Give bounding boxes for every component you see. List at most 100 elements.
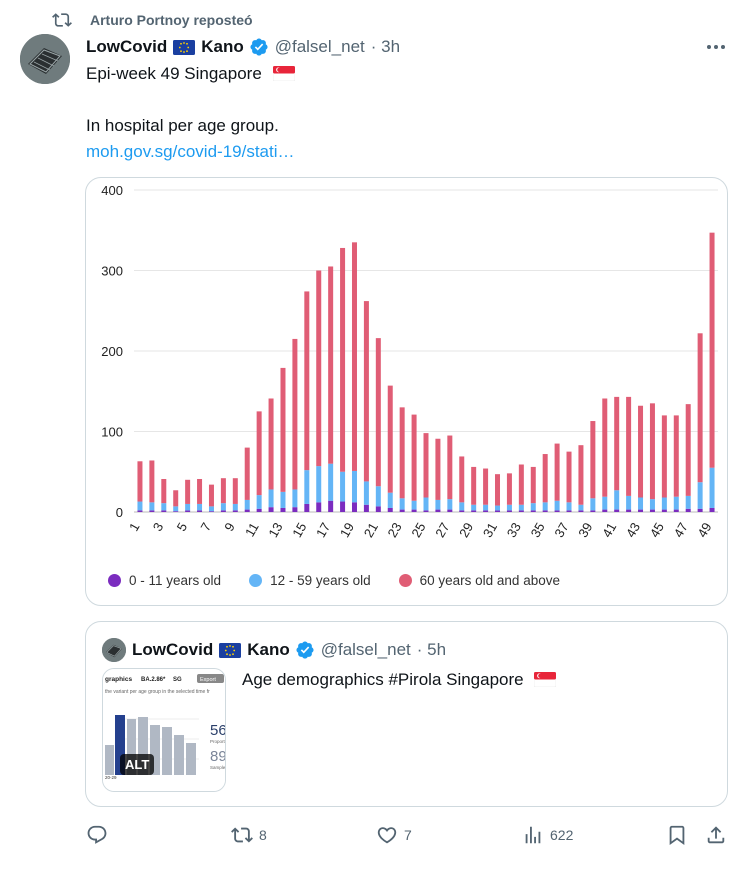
bar-segment xyxy=(185,503,191,511)
quote-author-name-2[interactable]: Kano xyxy=(247,640,290,659)
bar-segment xyxy=(542,502,548,511)
bar-segment xyxy=(685,508,691,512)
bar-segment xyxy=(602,496,608,510)
post-time[interactable]: · 3h xyxy=(370,37,401,56)
bar-segment xyxy=(351,502,357,512)
post-text-line2: In hospital per age group. xyxy=(86,116,279,135)
views-button[interactable]: 622 xyxy=(522,824,573,846)
bar-segment xyxy=(566,451,572,503)
bar-segment xyxy=(137,501,143,511)
bar-segment xyxy=(626,396,632,496)
bar-segment xyxy=(375,506,381,512)
quote-text-content: Age demographics #Pirola Singapore xyxy=(242,670,524,689)
more-options-icon[interactable] xyxy=(704,36,728,58)
bar-segment xyxy=(554,510,560,512)
x-tick-label: 19 xyxy=(337,520,357,540)
quote-eu-flag-icon xyxy=(219,642,242,658)
avatar[interactable] xyxy=(20,34,70,84)
bar-segment xyxy=(185,510,191,512)
like-button[interactable]: 7 xyxy=(376,824,412,846)
post-header: LowCovid Kano @falsel_net · 3h xyxy=(86,36,400,58)
x-tick-label: 17 xyxy=(313,520,333,540)
legend-label: 12 - 59 years old xyxy=(270,572,371,588)
bookmark-button[interactable] xyxy=(666,824,688,846)
bar-segment xyxy=(375,486,381,507)
reply-icon xyxy=(87,825,107,844)
bar-segment xyxy=(506,473,512,505)
bar-segment xyxy=(614,396,620,491)
quote-author-handle[interactable]: @falsel_net xyxy=(320,640,411,659)
quoted-post[interactable]: LowCovid Kano @falsel_net · 5h graphics … xyxy=(85,621,728,807)
bar-segment xyxy=(638,497,644,510)
post-link[interactable]: moh.gov.sg/covid-19/stati… xyxy=(86,142,295,161)
y-tick-label: 300 xyxy=(101,264,123,279)
alt-badge[interactable]: ALT xyxy=(120,754,155,775)
bar-segment xyxy=(483,504,489,511)
y-tick-label: 100 xyxy=(101,425,123,440)
x-tick-label: 41 xyxy=(599,520,619,540)
legend-item[interactable]: 12 - 59 years old xyxy=(249,573,371,588)
bar-segment xyxy=(506,504,512,511)
bar-segment xyxy=(673,415,679,497)
legend-item[interactable]: 0 - 11 years old xyxy=(108,573,221,588)
bar-segment xyxy=(697,333,703,483)
x-tick-label: 35 xyxy=(528,520,548,540)
views-count: 622 xyxy=(550,827,574,843)
bar-segment xyxy=(208,506,214,512)
quote-image-thumbnail[interactable]: graphics BA.2.86* SG Export the variant … xyxy=(102,668,226,792)
quote-header: LowCovid Kano @falsel_net · 5h xyxy=(132,639,446,661)
bar-segment xyxy=(316,466,322,503)
repost-button[interactable]: 8 xyxy=(231,824,267,846)
bar-segment xyxy=(208,511,214,512)
bar-segment xyxy=(495,510,501,512)
bar-segment xyxy=(244,447,250,500)
bar-segment xyxy=(423,497,429,511)
bar-segment xyxy=(399,509,405,512)
author-handle[interactable]: @falsel_net xyxy=(274,37,365,56)
bar-segment xyxy=(232,510,238,512)
bar-segment xyxy=(220,510,226,512)
bar-segment xyxy=(495,474,501,506)
bar-segment xyxy=(149,510,155,512)
quote-author-name[interactable]: LowCovid xyxy=(132,640,214,659)
reply-button[interactable] xyxy=(86,824,114,846)
bar-segment xyxy=(304,470,310,504)
chart-card[interactable]: 0 100 200 300 400 1 3 5 7 9 11 13 15 17 19 21 23 25 27 29 31… xyxy=(85,177,728,606)
bar-segment xyxy=(375,338,381,487)
bar-segment xyxy=(280,491,286,508)
bar-segment xyxy=(268,507,274,512)
post-text-line1: Epi-week 49 Singapore xyxy=(86,64,262,83)
bar-segment xyxy=(197,510,203,512)
author-name[interactable]: LowCovid xyxy=(86,37,168,56)
x-tick-label: 39 xyxy=(575,520,595,540)
legend-dot xyxy=(108,573,121,587)
bar-segment xyxy=(351,470,357,503)
bar-segment xyxy=(292,507,298,512)
thumb-stat2: 89 xyxy=(210,748,226,765)
x-tick-label: 25 xyxy=(408,520,428,540)
bar-segment xyxy=(649,403,655,500)
bar-segment xyxy=(471,504,477,511)
bar-segment xyxy=(173,506,179,512)
legend-item[interactable]: 60 years old and above xyxy=(398,573,560,588)
quote-avatar[interactable] xyxy=(102,638,126,662)
bar-segment xyxy=(137,510,143,512)
bar-segment xyxy=(471,510,477,512)
quote-post-time[interactable]: · 5h xyxy=(416,640,447,659)
share-button[interactable] xyxy=(705,824,727,846)
bar-segment xyxy=(709,507,715,512)
x-tick-label: 21 xyxy=(361,520,381,540)
bar-segment xyxy=(292,338,298,490)
bar-segment xyxy=(316,502,322,512)
bar-segment xyxy=(578,510,584,512)
analytics-icon xyxy=(525,826,541,844)
bar-segment xyxy=(280,507,286,512)
eu-flag-icon xyxy=(173,39,196,55)
thumb-region: SG xyxy=(173,677,182,683)
author-name-2[interactable]: Kano xyxy=(201,37,244,56)
avatar-image xyxy=(20,34,70,84)
quote-text: Age demographics #Pirola Singapore xyxy=(242,670,557,690)
bar-segment xyxy=(387,492,393,508)
bar-segment xyxy=(518,464,524,505)
bar-segment xyxy=(363,504,369,512)
